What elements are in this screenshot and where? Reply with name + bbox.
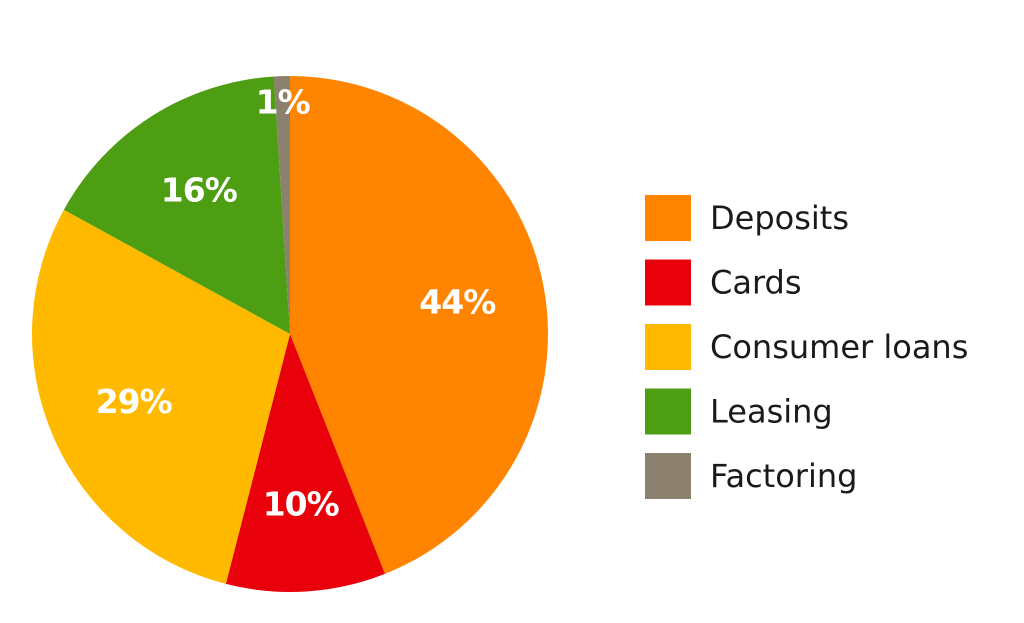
slice-label-leasing: 16% [161,171,238,210]
pie-slice-leasing [63,76,290,334]
slice-label-consumer-loans: 29% [96,382,173,421]
legend: Deposits Cards Consumer loans Leasing Factor… [645,195,968,499]
pie-slices [32,76,548,592]
legend-swatch-cards [645,259,691,306]
slice-label-factoring: 1% [256,82,311,121]
slice-label-deposits: 44% [419,283,496,322]
legend-swatch-deposits [645,195,691,241]
pie-slice-cards [225,334,385,592]
pie-slice-consumer-loans [32,209,290,584]
pie-slice-deposits [290,76,548,574]
legend-label-factoring: Factoring [710,457,857,495]
legend-label-consumer-loans: Consumer loans [710,328,968,366]
legend-swatch-consumer-loans [645,324,691,370]
pie-slice-labels: 44% 10% 29% 16% 1% [96,82,498,523]
slice-label-cards: 10% [263,484,340,523]
legend-swatch-factoring [645,453,691,499]
legend-label-leasing: Leasing [710,393,833,431]
legend-swatch-leasing [645,388,691,435]
legend-label-cards: Cards [710,264,802,302]
legend-label-deposits: Deposits [710,199,849,237]
pie-slice-factoring [273,76,290,334]
